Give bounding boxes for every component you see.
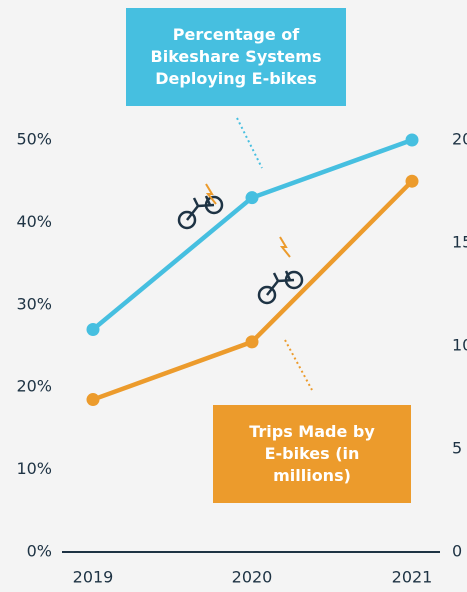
data-point	[405, 174, 419, 188]
data-point	[86, 393, 100, 407]
data-point	[405, 133, 419, 147]
data-point	[245, 335, 259, 349]
y-tick-label: 30%	[16, 294, 52, 313]
bike-icon	[257, 236, 304, 305]
leader-line	[236, 117, 263, 169]
y2-tick-label: 5	[452, 439, 462, 458]
y-tick-label: 10%	[16, 459, 52, 478]
y-tick-label: 0%	[27, 542, 52, 561]
y2-tick-label: 10	[452, 336, 467, 355]
legend-box: Percentage of Bikeshare Systems Deployin…	[126, 8, 346, 106]
series-line	[91, 137, 413, 332]
x-tick-label: 2020	[232, 568, 273, 587]
y-tick-label: 40%	[16, 212, 52, 231]
x-tick-label: 2019	[73, 568, 114, 587]
bike-icon	[177, 183, 224, 230]
data-point	[86, 323, 100, 337]
y2-tick-label: 15	[452, 233, 467, 252]
legend-box: Trips Made by E-bikes (in millions)	[213, 405, 411, 503]
y-tick-label: 20%	[16, 377, 52, 396]
leader-line	[284, 339, 313, 391]
y2-tick-label: 0	[452, 542, 462, 561]
x-tick-label: 2021	[392, 568, 433, 587]
data-point	[245, 191, 259, 205]
y2-tick-label: 20	[452, 130, 467, 149]
y-tick-label: 50%	[16, 130, 52, 149]
